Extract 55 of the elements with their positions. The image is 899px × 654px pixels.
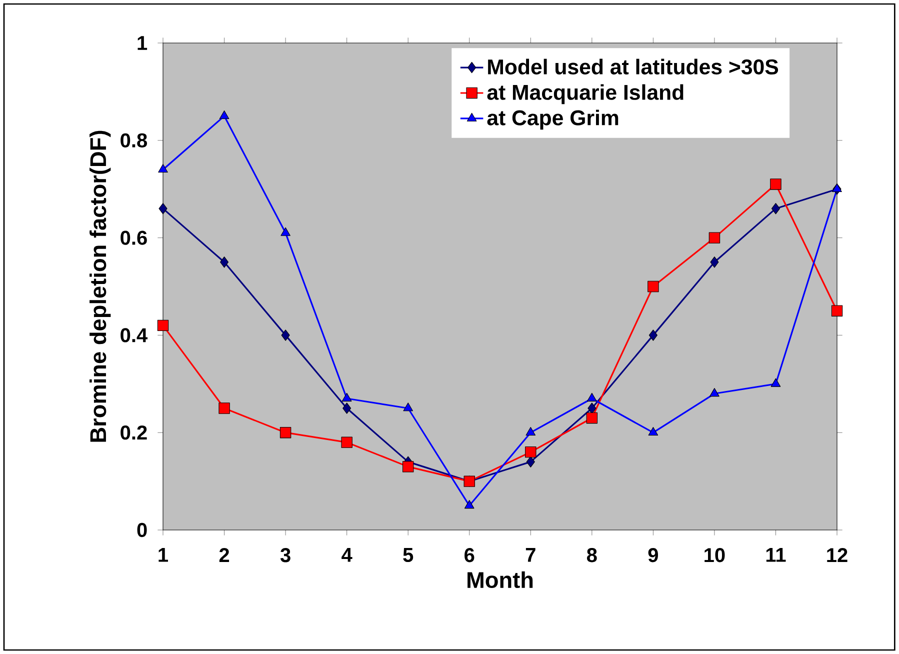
point (710, 256, 719, 268)
point (157, 320, 169, 332)
point (158, 202, 168, 214)
x-tick-label: 12 (827, 548, 848, 562)
y-tick-label: 1 (138, 36, 148, 50)
point (586, 412, 598, 424)
point (342, 392, 352, 402)
y-tick-label: 0.4 (120, 328, 148, 342)
point (831, 305, 843, 316)
legend-label: Model used at latitudes >30S (488, 58, 778, 74)
point (770, 178, 782, 190)
point (588, 402, 596, 414)
y-tick-label: 0 (137, 522, 147, 538)
point (771, 202, 780, 214)
point (281, 330, 290, 341)
point (280, 227, 290, 236)
x-tick-label: 8 (586, 548, 597, 562)
y-tick-label: 0.2 (120, 426, 147, 440)
point (402, 461, 414, 472)
point (648, 280, 659, 292)
point (770, 378, 781, 387)
point (648, 426, 658, 436)
point (648, 330, 658, 341)
point (464, 500, 474, 509)
x-tick-label: 3 (280, 548, 290, 562)
point (280, 426, 292, 438)
point (341, 436, 352, 448)
point (708, 232, 720, 244)
point (710, 388, 720, 397)
x-axis-title: Month (468, 571, 533, 588)
y-axis-title: Bromine depletion factor(DF) (90, 130, 111, 442)
legend-label: at Macquarie Island (487, 84, 684, 104)
x-tick-label: 4 (342, 548, 352, 562)
point (525, 446, 536, 458)
point (526, 426, 536, 436)
legend-label: at Cape Grim (487, 110, 618, 130)
point (218, 402, 230, 414)
point (158, 164, 168, 173)
point (220, 256, 229, 268)
y-tick-label: 0.6 (120, 230, 147, 245)
x-tick-label: 9 (648, 548, 658, 562)
y-tick-label: 0.8 (120, 133, 147, 148)
point (342, 402, 352, 414)
x-tick-label: 11 (766, 548, 786, 562)
point (587, 392, 597, 402)
point (403, 402, 413, 412)
x-tick-label: 6 (464, 548, 474, 562)
point (526, 456, 535, 468)
x-tick-label: 5 (403, 548, 414, 562)
x-tick-label: 10 (704, 548, 725, 562)
x-tick-label: 2 (219, 548, 230, 562)
point (219, 110, 230, 119)
x-tick-label: 7 (526, 548, 536, 562)
point (832, 183, 842, 192)
x-tick-label: 1 (158, 548, 168, 562)
